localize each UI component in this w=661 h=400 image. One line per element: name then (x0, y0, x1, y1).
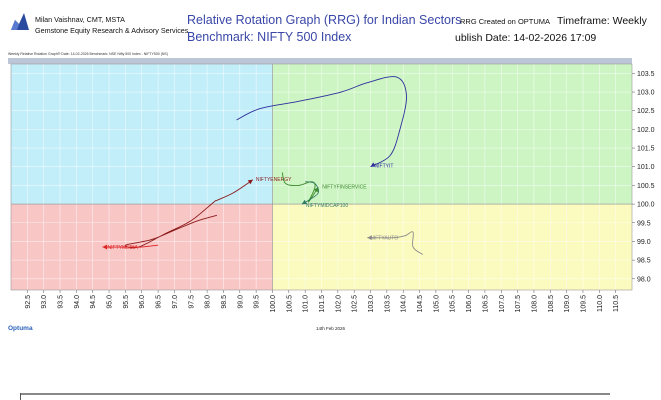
x-tick-label: 95.5 (123, 295, 130, 309)
head-niftyauto (367, 235, 372, 241)
header: Milan Vaishnav, CMT, MSTA Gemstone Equit… (0, 0, 661, 56)
chart-subtitle: Benchmark: NIFTY 500 Index (187, 30, 352, 44)
x-tick-label: 96.0 (139, 295, 146, 309)
head-niftymidcap100 (301, 199, 307, 205)
chart-subheader: Weekly Relative Rotation Graph® Date: 14… (8, 52, 168, 56)
tail-niftyenergy (124, 179, 254, 249)
x-tick-label: 100.0 (270, 295, 277, 313)
tail-niftyauto (367, 231, 424, 255)
y-tick-label: 99.5 (637, 220, 651, 227)
x-tick-label: 108.5 (548, 295, 555, 313)
label-niftymidcap100: NIFTYMIDCAP100 (306, 203, 348, 209)
x-tick-label: 93.0 (41, 295, 48, 309)
footer-date: 14th Feb 2026 (316, 326, 346, 331)
x-tick-label: 105.0 (433, 295, 440, 313)
x-tick-label: 100.5 (286, 295, 293, 313)
x-tick-label: 98.5 (221, 295, 228, 309)
y-tick-label: 100.0 (637, 202, 655, 209)
label-niftyfinservice: NIFTYFINSERVICE (322, 184, 367, 190)
label-niftymedia: NIFTYMEDIA (108, 245, 139, 251)
author-name: Milan Vaishnav, CMT, MSTA (35, 15, 125, 24)
plot-top-strip (8, 58, 632, 64)
x-tick-label: 96.5 (156, 295, 163, 309)
y-tick-label: 102.0 (637, 127, 655, 134)
x-tick-label: 109.5 (580, 295, 587, 313)
x-tick-label: 92.5 (25, 295, 32, 309)
tail-niftymedia (102, 244, 159, 248)
x-tick-label: 104.5 (417, 295, 424, 313)
x-tick-label: 107.5 (515, 295, 522, 313)
created-on-label: RRG Created on OPTUMA (460, 17, 551, 26)
y-tick-label: 103.5 (637, 71, 655, 78)
x-tick-label: 101.0 (303, 295, 310, 313)
y-tick-label: 103.0 (637, 90, 655, 97)
org-name: Gemstone Equity Research & Advisory Serv… (35, 26, 189, 35)
rrg-chart: 98.0 98.5 99.0 99.5 100.0 100.5 101.0 101.5 102.… (8, 58, 655, 313)
tail-niftymidcap100 (301, 181, 319, 205)
y-tick-label: 101.5 (637, 146, 655, 153)
timeframe-label: Timeframe: Weekly (557, 15, 647, 27)
label-niftyit: NIFTYIT (375, 164, 394, 170)
tail-niftyit (236, 76, 407, 168)
gemstone-logo-icon (11, 13, 29, 30)
y-tick-label: 100.5 (637, 183, 655, 190)
x-tick-label: 93.5 (58, 295, 65, 309)
label-niftyenergy: NIFTYENERGY (256, 177, 292, 183)
x-tick-label: 94.0 (74, 295, 81, 309)
head-niftymedia (102, 244, 108, 250)
y-tick-label: 98.5 (637, 258, 651, 265)
x-tick-label: 103.0 (368, 295, 375, 313)
x-tick-label: 97.5 (188, 295, 195, 309)
x-tick-label: 102.0 (335, 295, 342, 313)
head-niftyfinservice (313, 187, 319, 193)
y-tick-label: 99.0 (637, 239, 651, 246)
x-tick-label: 101.5 (319, 295, 326, 313)
x-tick-label: 102.5 (352, 295, 359, 313)
head-niftyenergy (247, 179, 253, 185)
x-tick-label: 99.5 (254, 295, 261, 309)
x-tick-label: 106.0 (466, 295, 473, 313)
tail-niftyfinservice (281, 172, 319, 203)
publish-date-label: ublish Date: 14-02-2026 17:09 (455, 32, 597, 44)
x-tick-label: 98.0 (205, 295, 212, 309)
x-tick-label: 107.0 (499, 295, 506, 313)
label-niftyauto: NIFTYAUTO (370, 236, 398, 242)
x-tick-label: 103.5 (384, 295, 391, 313)
y-tick-label: 102.5 (637, 108, 655, 115)
y-tick-label: 98.0 (637, 276, 651, 283)
x-tick-label: 109.0 (564, 295, 571, 313)
x-tick-label: 105.5 (450, 295, 457, 313)
optuma-logo: Optuma (8, 325, 33, 332)
y-tick-label: 101.0 (637, 164, 655, 171)
x-tick-label: 108.0 (531, 295, 538, 313)
x-tick-label: 95.0 (107, 295, 114, 309)
x-tick-label: 110.0 (597, 295, 604, 312)
x-tick-label: 106.5 (482, 295, 489, 313)
x-tick-label: 110.5 (613, 295, 620, 312)
x-tick-label: 94.5 (90, 295, 97, 309)
x-tick-label: 99.0 (237, 295, 244, 309)
head-niftyit (370, 162, 376, 167)
divider-tick (20, 393, 21, 400)
x-tick-label: 97.0 (172, 295, 179, 309)
x-tick-label: 104.0 (401, 295, 408, 313)
divider-line (20, 393, 610, 395)
chart-title: Relative Rotation Graph (RRG) for Indian… (187, 13, 462, 27)
